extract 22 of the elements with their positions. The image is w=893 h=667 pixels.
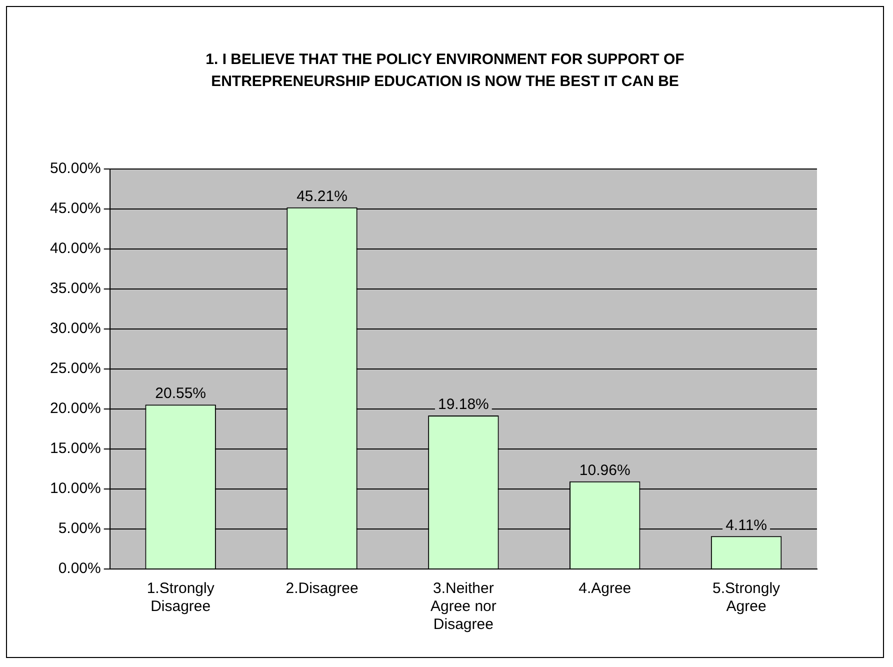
y-tick-label: 0.00%: [58, 560, 101, 578]
x-tick-label: 4.Agree: [578, 580, 632, 598]
x-tick-label: 5.Strongly Agree: [712, 580, 781, 616]
data-label: 4.11%: [726, 516, 767, 534]
y-tick-label: 35.00%: [50, 280, 101, 298]
data-label: 45.21%: [296, 188, 348, 205]
chart-title: 1. I BELIEVE THAT THE POLICY ENVIRONMENT FOR SUPPORT OF ENTREPRENEURSHIP EDUCATION IS NOW THE BEST IT CAN BE: [204, 50, 686, 92]
y-tick-label: 30.00%: [50, 320, 101, 338]
y-tick-label: 5.00%: [58, 520, 101, 538]
x-tick-label: 2.Disagree: [286, 580, 358, 598]
data-label: 20.55%: [155, 385, 206, 402]
y-tick-label: 20.00%: [50, 400, 101, 418]
y-tick-label: 25.00%: [50, 360, 101, 378]
data-label: 19.18%: [438, 396, 489, 414]
x-tick-label: 3.Neither Agree nor Disagree: [430, 580, 496, 634]
x-tick-label: 1.Strongly Disagree: [146, 580, 215, 616]
y-tick-label: 40.00%: [50, 240, 101, 258]
y-tick-label: 45.00%: [50, 200, 101, 218]
data-label: 10.96%: [579, 462, 630, 479]
y-tick-label: 10.00%: [50, 480, 101, 498]
y-tick-label: 50.00%: [50, 160, 101, 178]
y-tick-label: 15.00%: [50, 440, 101, 458]
